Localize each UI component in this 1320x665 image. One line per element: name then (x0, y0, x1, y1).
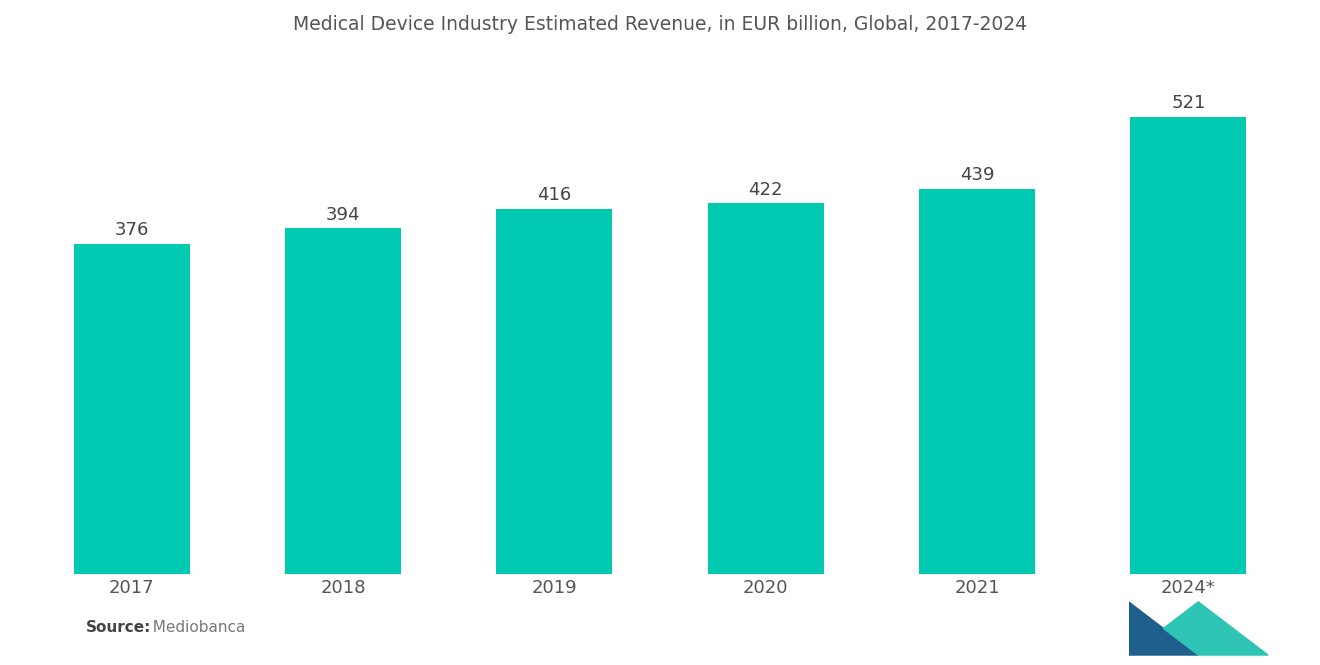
Polygon shape (1129, 602, 1163, 655)
Bar (496, 209, 612, 574)
Bar (1130, 116, 1246, 574)
Bar (74, 244, 190, 574)
Polygon shape (1199, 602, 1233, 655)
Text: 416: 416 (537, 186, 572, 204)
Text: 376: 376 (115, 221, 149, 239)
Text: 439: 439 (960, 166, 994, 184)
Bar (708, 203, 824, 574)
Bar (285, 228, 401, 574)
Text: Source:: Source: (86, 620, 152, 635)
Text: Mediobanca: Mediobanca (143, 620, 246, 635)
Text: 521: 521 (1171, 94, 1205, 112)
Polygon shape (1129, 628, 1199, 655)
Text: 422: 422 (748, 181, 783, 199)
Title: Medical Device Industry Estimated Revenue, in EUR billion, Global, 2017-2024: Medical Device Industry Estimated Revenu… (293, 15, 1027, 34)
Text: 394: 394 (326, 205, 360, 223)
Bar (919, 188, 1035, 574)
Polygon shape (1163, 602, 1199, 655)
Polygon shape (1199, 628, 1269, 655)
